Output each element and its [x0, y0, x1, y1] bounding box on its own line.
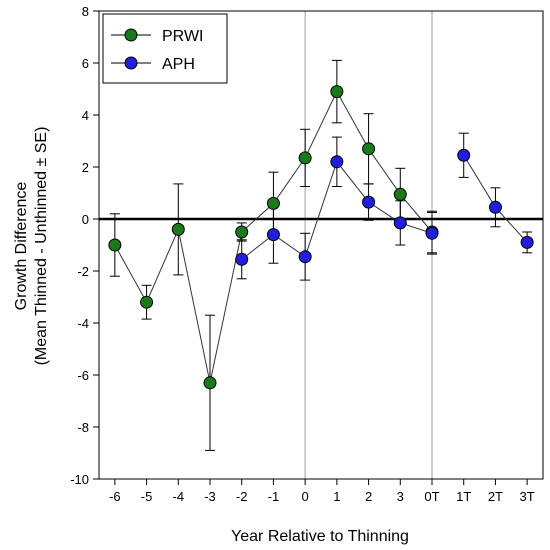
x-tick-labels: -6 -5 -4 -3 -2 -1 0 1 2 3 0T 1T 2T 3T	[109, 489, 535, 504]
prwi-point	[266, 196, 280, 210]
legend-label-aph: APH	[162, 56, 195, 73]
x-tick-label: 3T	[520, 489, 535, 504]
x-axis-label: Year Relative to Thinning	[231, 528, 409, 545]
aph-point	[520, 235, 534, 249]
y-tick-label: -4	[77, 316, 89, 331]
y-tick-label: 2	[82, 160, 89, 175]
aph-point	[266, 228, 280, 242]
x-tick-label: -4	[173, 489, 185, 504]
legend-box	[102, 13, 228, 84]
y-tick-label: 0	[82, 212, 89, 227]
x-tick-label: -2	[236, 489, 248, 504]
y-tick-label: -8	[77, 420, 89, 435]
series-lines	[114, 90, 528, 383]
aph-point	[235, 252, 249, 266]
aph-point	[393, 216, 407, 230]
prwi-point	[140, 295, 154, 309]
y-tick-label: -2	[77, 264, 89, 279]
legend: PRWI APH	[102, 13, 228, 84]
prwi-point	[330, 85, 344, 99]
x-tick-label: 0	[302, 489, 309, 504]
aph-point	[425, 226, 439, 240]
y-axis-label: Growth Difference (Mean Thinned - Unthin…	[13, 127, 50, 366]
prwi-point	[203, 376, 217, 390]
x-tick-label: 2	[365, 489, 372, 504]
aph-point	[488, 200, 502, 214]
aph-point	[330, 155, 344, 169]
y-tick-label: -6	[77, 368, 89, 383]
legend-label-prwi: PRWI	[162, 28, 203, 45]
y-tick-label: 4	[82, 108, 89, 123]
aph-point	[362, 195, 376, 209]
prwi-point	[393, 187, 407, 201]
x-tick-label: 1T	[456, 489, 471, 504]
plot-area-frame	[98, 10, 544, 480]
y-axis-label-line-2: (Mean Thinned - Unthinned ± SE)	[33, 127, 50, 366]
y-tick-labels: 8 6 4 2 0 -2 -4 -6 -8 -10	[70, 4, 89, 487]
x-tick-label: -5	[141, 489, 153, 504]
x-tick-label: 0T	[424, 489, 439, 504]
legend-marker-prwi	[124, 28, 138, 42]
data-points	[108, 85, 534, 390]
prwi-point	[171, 222, 185, 236]
x-tick-label: 1	[333, 489, 340, 504]
prwi-point	[235, 225, 249, 239]
aph-point	[457, 148, 471, 162]
prwi-point	[298, 151, 312, 165]
y-tick-label: 6	[82, 56, 89, 71]
y-axis-label-line-1: Growth Difference	[13, 182, 30, 311]
x-tick-label: 3	[397, 489, 404, 504]
y-tick-label: -10	[70, 472, 89, 487]
prwi-point	[108, 238, 122, 252]
x-tick-label: 2T	[488, 489, 503, 504]
y-tick-label: 8	[82, 4, 89, 19]
aph-point	[298, 250, 312, 264]
axis-ticks	[93, 10, 528, 485]
x-tick-label: -1	[268, 489, 280, 504]
x-tick-label: -6	[109, 489, 121, 504]
x-tick-label: -3	[204, 489, 216, 504]
legend-marker-aph	[124, 56, 138, 70]
prwi-point	[362, 142, 376, 156]
plot-frame	[98, 10, 544, 480]
error-bars	[109, 59, 533, 451]
